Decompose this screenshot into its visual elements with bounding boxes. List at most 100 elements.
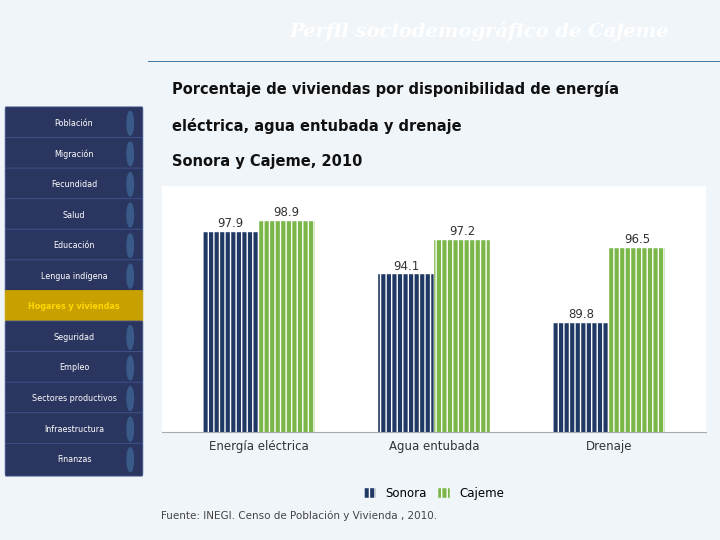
Bar <box>148 61 720 62</box>
Bar <box>148 61 720 62</box>
Bar <box>148 61 720 62</box>
Circle shape <box>127 111 133 135</box>
Bar <box>148 61 720 62</box>
Circle shape <box>127 234 133 258</box>
Bar <box>148 61 720 62</box>
Text: Finanzas: Finanzas <box>57 455 91 464</box>
Bar <box>148 61 720 62</box>
Text: Seguridad: Seguridad <box>53 333 94 342</box>
Bar <box>148 61 720 62</box>
Text: Lengua indígena: Lengua indígena <box>41 272 107 281</box>
Text: Salud: Salud <box>63 211 85 220</box>
Bar <box>148 61 720 62</box>
Bar <box>148 61 720 62</box>
Circle shape <box>127 417 133 441</box>
Bar <box>148 61 720 62</box>
FancyBboxPatch shape <box>5 321 143 354</box>
Bar <box>148 61 720 62</box>
Legend: Sonora, Cajeme: Sonora, Cajeme <box>359 482 509 505</box>
Circle shape <box>127 326 133 349</box>
Circle shape <box>127 264 133 288</box>
Circle shape <box>127 173 133 197</box>
Bar <box>148 61 720 62</box>
Bar <box>148 61 720 62</box>
Bar <box>148 61 720 62</box>
Bar <box>148 61 720 62</box>
Bar <box>148 61 720 62</box>
Bar <box>148 61 720 62</box>
Bar <box>148 61 720 62</box>
Text: Fecundidad: Fecundidad <box>51 180 97 189</box>
FancyBboxPatch shape <box>5 382 143 415</box>
Bar <box>148 61 720 62</box>
Bar <box>148 61 720 62</box>
Bar <box>148 61 720 62</box>
Circle shape <box>127 203 133 227</box>
Bar <box>148 61 720 62</box>
Bar <box>258 221 315 540</box>
Bar <box>148 61 720 62</box>
Bar <box>148 61 720 62</box>
Bar <box>148 61 720 62</box>
Bar <box>203 232 258 540</box>
Bar <box>148 61 720 62</box>
Bar <box>148 61 720 62</box>
Text: Perfil sociodemográfico de Cajeme: Perfil sociodemográfico de Cajeme <box>290 21 670 40</box>
Text: Población: Población <box>55 119 94 128</box>
FancyBboxPatch shape <box>5 107 143 140</box>
Text: Infraestructura: Infraestructura <box>44 424 104 434</box>
Text: 98.9: 98.9 <box>274 206 300 219</box>
Bar <box>148 61 720 62</box>
Bar <box>148 61 720 62</box>
Text: Sonora y Cajeme, 2010: Sonora y Cajeme, 2010 <box>172 154 362 169</box>
Bar <box>148 61 720 62</box>
Bar <box>148 61 720 62</box>
Text: Educación: Educación <box>53 241 95 250</box>
Bar <box>148 61 720 62</box>
Circle shape <box>127 387 133 410</box>
Bar <box>148 61 720 62</box>
Bar <box>148 61 720 62</box>
Bar <box>148 61 720 62</box>
Bar <box>148 61 720 62</box>
Bar <box>148 61 720 62</box>
Bar <box>148 61 720 62</box>
Text: 97.2: 97.2 <box>449 225 475 238</box>
Bar <box>148 61 720 62</box>
Bar <box>148 61 720 62</box>
Text: 89.8: 89.8 <box>568 308 594 321</box>
Bar <box>148 61 720 62</box>
Bar <box>148 61 720 62</box>
Bar <box>148 61 720 62</box>
Bar <box>148 61 720 62</box>
Bar <box>148 61 720 62</box>
Bar <box>148 61 720 62</box>
Text: eléctrica, agua entubada y drenaje: eléctrica, agua entubada y drenaje <box>172 118 462 134</box>
Text: Hogares y viviendas: Hogares y viviendas <box>28 302 120 311</box>
Bar <box>148 61 720 62</box>
Bar <box>148 61 720 62</box>
Bar <box>148 61 720 62</box>
Bar <box>148 61 720 62</box>
Bar <box>148 61 720 62</box>
Bar <box>148 61 720 62</box>
Bar <box>148 61 720 62</box>
FancyBboxPatch shape <box>5 138 143 170</box>
Bar <box>148 61 720 62</box>
Bar <box>148 61 720 62</box>
Bar <box>148 61 720 62</box>
Bar <box>148 61 720 62</box>
Text: 97.9: 97.9 <box>217 217 244 231</box>
Circle shape <box>127 142 133 166</box>
Bar <box>148 61 720 62</box>
Bar <box>148 61 720 62</box>
Bar <box>148 61 720 62</box>
Bar <box>148 61 720 62</box>
FancyBboxPatch shape <box>5 352 143 384</box>
Bar <box>148 61 720 62</box>
Bar <box>148 61 720 62</box>
Text: 96.5: 96.5 <box>624 233 650 246</box>
FancyBboxPatch shape <box>5 230 143 262</box>
Bar <box>148 61 720 62</box>
Bar <box>148 61 720 62</box>
